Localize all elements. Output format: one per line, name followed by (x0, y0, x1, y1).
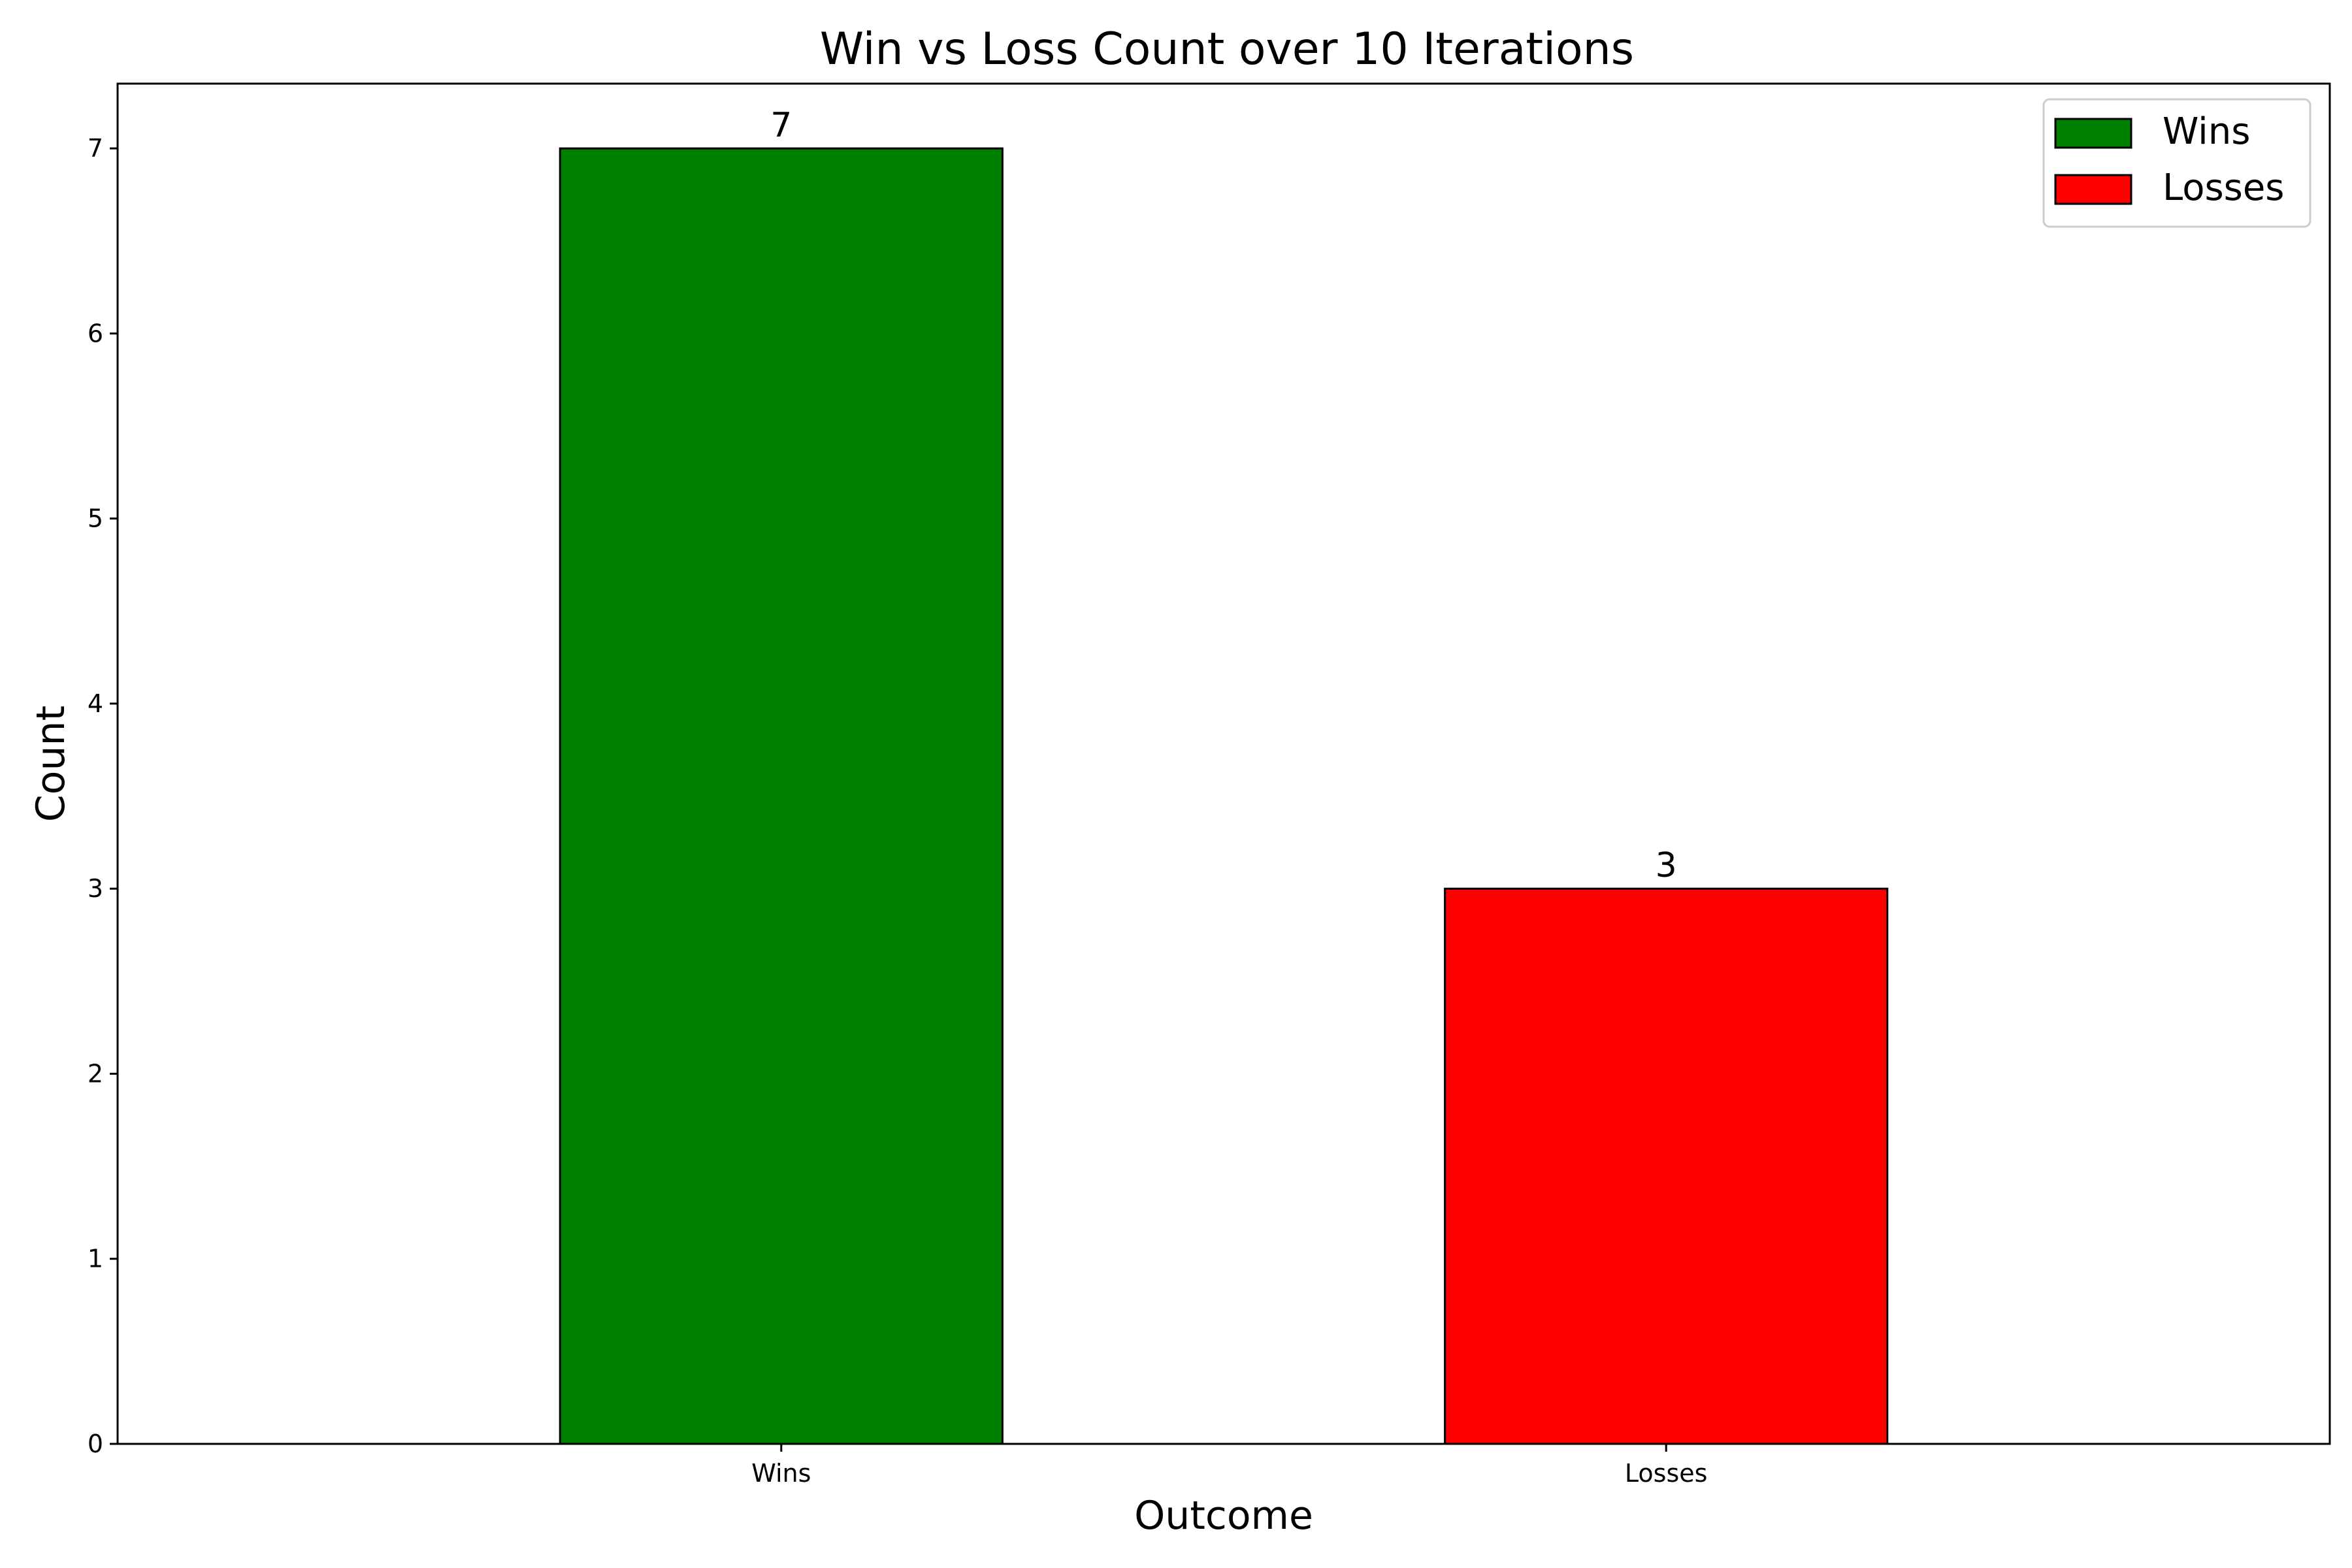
x-axis-label: Outcome (1134, 1493, 1313, 1539)
y-tick-label: 6 (88, 319, 103, 348)
legend-items: Wins Losses (2054, 110, 2284, 209)
y-tick-label: 7 (88, 134, 103, 163)
plot-frame (116, 82, 2331, 1445)
x-tick-label-losses: Losses (1625, 1459, 1708, 1488)
y-tick-label: 0 (88, 1429, 103, 1458)
y-tick-label: 4 (88, 689, 103, 718)
data-label-wins: 7 (770, 106, 792, 145)
data-labels: 73 (770, 106, 1676, 885)
bar-losses (1444, 887, 1889, 1445)
y-tick-label: 1 (88, 1245, 103, 1273)
bar-wins (559, 147, 1004, 1445)
legend-swatch-losses (2054, 174, 2132, 205)
x-axis-ticks: Wins Losses (751, 1444, 1707, 1488)
x-tick-label-wins: Wins (751, 1459, 811, 1488)
legend-swatch-wins (2054, 118, 2132, 149)
chart-title: Win vs Loss Count over 10 Iterations (820, 24, 1634, 75)
legend-label-wins: Wins (2163, 110, 2250, 153)
data-label-losses: 3 (1656, 846, 1677, 885)
y-tick-label: 2 (88, 1059, 103, 1088)
y-tick-label: 3 (88, 874, 103, 903)
bars (559, 147, 1889, 1445)
y-tick-label: 5 (88, 504, 103, 533)
y-axis-label: Count (28, 706, 74, 822)
legend-label-losses: Losses (2163, 167, 2284, 209)
legend: Wins Losses (2042, 98, 2311, 228)
y-axis-ticks: 0 1 2 3 4 5 6 7 (88, 134, 118, 1458)
